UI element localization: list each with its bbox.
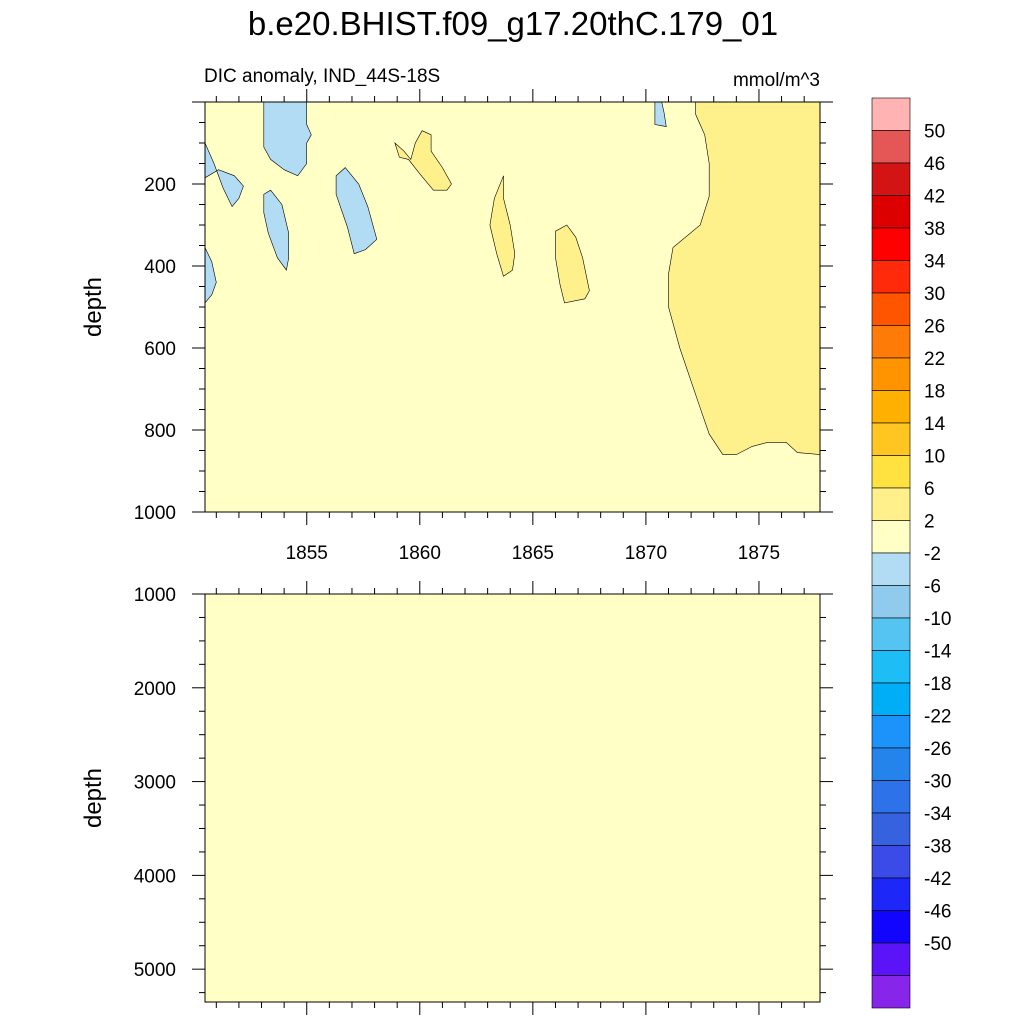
y-tick-label: 3000 <box>134 773 176 794</box>
colorbar-label: 26 <box>924 317 945 338</box>
colorbar-box <box>871 97 911 131</box>
colorbar-label: 46 <box>924 154 945 175</box>
colorbar-box <box>871 975 911 1009</box>
colorbar-label: -46 <box>924 902 951 923</box>
colorbar-box <box>871 260 911 294</box>
y-tick-label: 200 <box>144 175 176 196</box>
colorbar-label: 30 <box>924 284 945 305</box>
colorbar-label: -42 <box>924 869 951 890</box>
colorbar-label: 34 <box>924 252 946 273</box>
contour-region-10 <box>668 101 821 455</box>
colorbar-box <box>871 227 911 261</box>
contour-region-9 <box>555 224 590 304</box>
figure-title: b.e20.BHIST.f09_g17.20thC.179_01 <box>248 5 778 42</box>
colorbar-box <box>871 195 911 229</box>
colorbar-label: 50 <box>924 122 945 143</box>
colorbar-box <box>871 747 911 781</box>
colorbar-box <box>871 682 911 716</box>
panel-subtitle-right: mmol/m^3 <box>733 70 820 91</box>
colorbar-label: 10 <box>924 447 945 468</box>
colorbar-label: 18 <box>924 382 945 403</box>
y-tick-label: 400 <box>144 257 176 278</box>
colorbar-box <box>871 162 911 196</box>
colorbar-box <box>871 585 911 619</box>
colorbar-box <box>871 910 911 944</box>
colorbar-label: -18 <box>924 674 951 695</box>
x-tick-label: 1860 <box>399 543 441 564</box>
colorbar-label: 6 <box>924 479 935 500</box>
contour-region-3 <box>263 101 312 177</box>
colorbar-box <box>871 877 911 911</box>
y-tick-label: 800 <box>144 421 176 442</box>
upper-contour-panel: 1855 1860 1865 1870 1875 200 400 600 800 1000 dept… <box>80 89 833 564</box>
y-tick-label: 5000 <box>134 960 176 981</box>
y-axis-label: depth <box>80 277 107 337</box>
x-tick-label: 1855 <box>286 543 328 564</box>
colorbar-box <box>871 552 911 586</box>
colorbar-box <box>871 325 911 359</box>
colorbar-box <box>871 650 911 684</box>
colorbar-label: -34 <box>924 804 952 825</box>
y-axis-label: depth <box>80 768 107 828</box>
lower-contour-panel: 1000 2000 3000 4000 5000 depth <box>80 581 833 1015</box>
colorbar-box <box>871 780 911 814</box>
colorbar-label: -30 <box>924 772 951 793</box>
contour-region-5 <box>335 167 378 255</box>
colorbar-box <box>871 292 911 326</box>
colorbar-label: 42 <box>924 187 945 208</box>
colorbar-box <box>871 455 911 489</box>
colorbar-label: -50 <box>924 934 951 955</box>
colorbar-label: -26 <box>924 739 951 760</box>
colorbar-box <box>871 845 911 879</box>
colorbar-label: 14 <box>924 414 946 435</box>
contour-region-8 <box>489 175 516 277</box>
colorbar-box <box>871 715 911 749</box>
y-tick-label: 1000 <box>134 503 176 524</box>
colorbar-box <box>871 130 911 164</box>
contour-region-1 <box>204 142 244 208</box>
colorbar-label: 2 <box>924 512 935 533</box>
panel-subtitle-left: DIC anomaly, IND_44S-18S <box>204 66 440 87</box>
x-tick-label: 1875 <box>738 543 780 564</box>
colorbar-label: -10 <box>924 609 951 630</box>
colorbar-label: -22 <box>924 707 951 728</box>
y-tick-label: 600 <box>144 339 176 360</box>
colorbar-label: -6 <box>924 577 941 598</box>
y-tick-label: 1000 <box>134 585 176 606</box>
colorbar-label: 22 <box>924 349 945 370</box>
colorbar-box <box>871 942 911 976</box>
x-tick-label: 1865 <box>512 543 554 564</box>
colorbar-label: 38 <box>924 219 945 240</box>
panel-background <box>205 594 820 1002</box>
x-tick-label: 1870 <box>625 543 667 564</box>
colorbar-label: -14 <box>924 642 952 663</box>
panel-frame <box>204 593 821 1003</box>
contour-region-4 <box>263 189 290 271</box>
y-tick-label: 4000 <box>134 866 176 887</box>
colorbar-box <box>871 357 911 391</box>
colorbar-box <box>871 390 911 424</box>
colorbar-box <box>871 617 911 651</box>
colorbar-label: -38 <box>924 837 951 858</box>
colorbar-box <box>871 812 911 846</box>
contour-region-7 <box>394 130 452 191</box>
colorbar-box <box>871 520 911 554</box>
colorbar: 50 46 42 38 34 30 26 22 18 14 10 6 2 -2 -6 -10 -14 -18 -22… <box>871 97 952 1009</box>
colorbar-box <box>871 422 911 456</box>
colorbar-label: -2 <box>924 544 941 565</box>
colorbar-box <box>871 487 911 521</box>
y-tick-label: 2000 <box>134 679 176 700</box>
